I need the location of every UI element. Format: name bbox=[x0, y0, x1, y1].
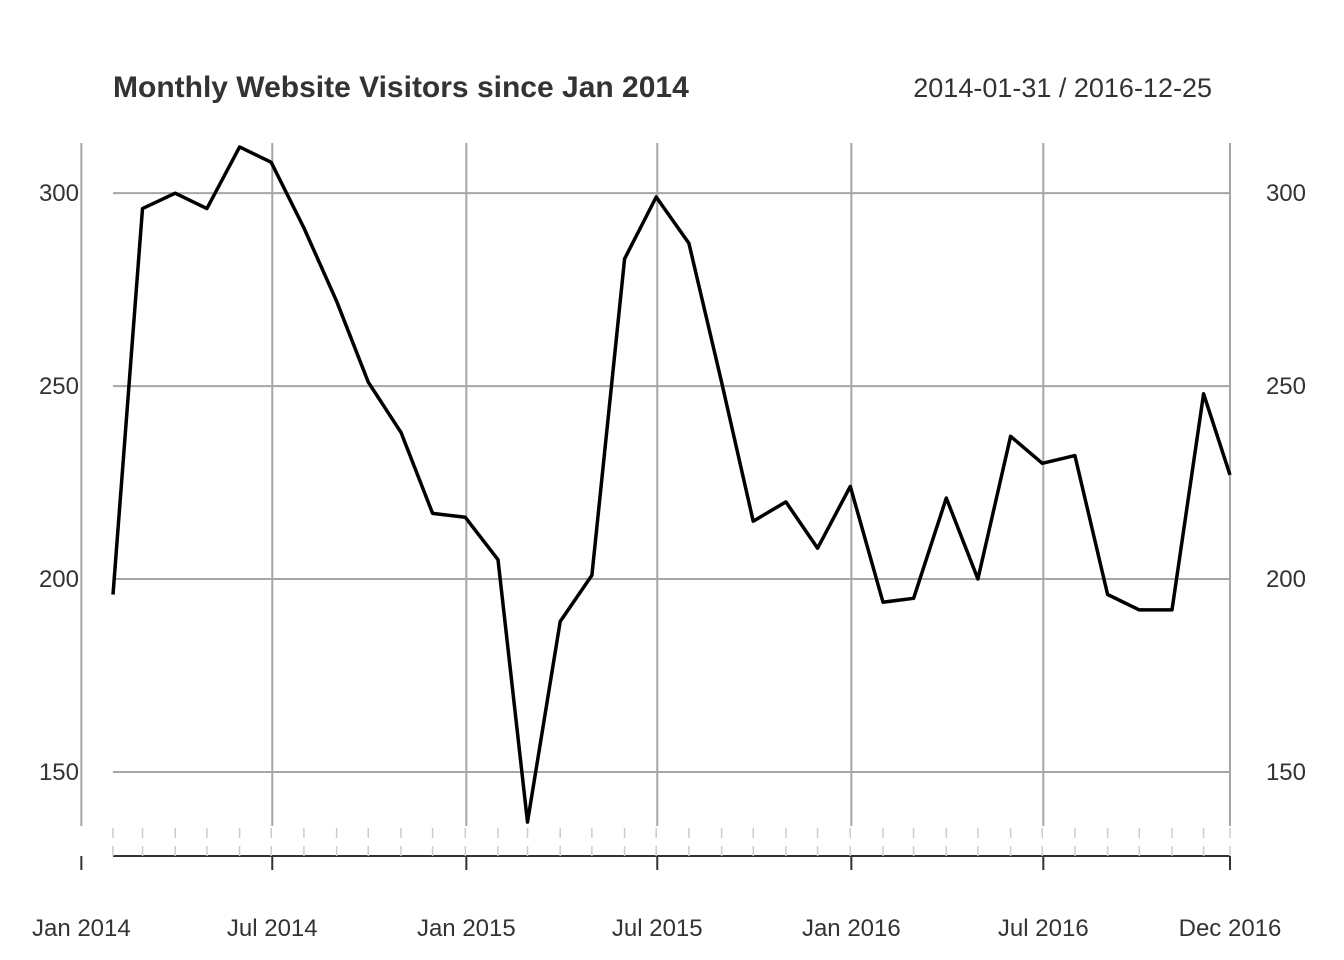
x-tick-label: Jul 2014 bbox=[227, 915, 318, 942]
data-point bbox=[784, 500, 788, 504]
data-point bbox=[881, 600, 885, 604]
x-tick-label: Jan 2015 bbox=[417, 915, 516, 942]
data-point bbox=[366, 380, 370, 384]
data-point bbox=[654, 195, 658, 199]
data-point bbox=[590, 573, 594, 577]
data-point bbox=[1106, 592, 1110, 596]
x-tick-label: Jan 2014 bbox=[32, 915, 131, 942]
series-line bbox=[111, 145, 1232, 824]
x-axis: Jan 2014 Jul 2014 Jan 2015 Jul 2015 Jan 2016… bbox=[32, 828, 1281, 942]
y-tick-label-right: 200 bbox=[1266, 566, 1306, 593]
y-tick-label-left: 300 bbox=[39, 180, 79, 207]
data-point bbox=[687, 241, 691, 245]
data-point bbox=[912, 596, 916, 600]
y-tick-label-right: 150 bbox=[1266, 759, 1306, 786]
x-tick-label: Jan 2016 bbox=[802, 915, 901, 942]
data-point bbox=[1228, 473, 1232, 477]
grid bbox=[80, 143, 1231, 826]
data-point bbox=[1009, 434, 1013, 438]
data-point bbox=[335, 299, 339, 303]
data-point bbox=[1202, 392, 1206, 396]
series-layer bbox=[111, 145, 1232, 824]
data-point bbox=[558, 619, 562, 623]
y-tick-label-left: 200 bbox=[39, 566, 79, 593]
data-point bbox=[848, 484, 852, 488]
x-tick-label: Jul 2015 bbox=[612, 915, 703, 942]
data-point bbox=[1040, 461, 1044, 465]
data-point bbox=[751, 519, 755, 523]
x-tick-label: Jul 2016 bbox=[998, 915, 1089, 942]
data-point bbox=[141, 207, 145, 211]
data-point bbox=[173, 191, 177, 195]
data-point bbox=[944, 496, 948, 500]
data-point bbox=[976, 577, 980, 581]
data-point bbox=[623, 257, 627, 261]
data-point bbox=[816, 546, 820, 550]
data-point bbox=[431, 511, 435, 515]
y-tick-label-right: 300 bbox=[1266, 180, 1306, 207]
data-point bbox=[526, 820, 530, 824]
y-axis-labels: 150 150 200 200 250 250 300 300 bbox=[39, 180, 1306, 786]
y-tick-label-left: 150 bbox=[39, 759, 79, 786]
data-point bbox=[1073, 454, 1077, 458]
data-point bbox=[269, 160, 273, 164]
data-point bbox=[399, 430, 403, 434]
data-point bbox=[720, 380, 724, 384]
data-point bbox=[205, 207, 209, 211]
data-point bbox=[1137, 608, 1141, 612]
data-point bbox=[238, 145, 242, 149]
data-point bbox=[302, 226, 306, 230]
y-tick-label-right: 250 bbox=[1266, 373, 1306, 400]
data-point bbox=[1170, 608, 1174, 612]
data-point bbox=[496, 558, 500, 562]
y-tick-label-left: 250 bbox=[39, 373, 79, 400]
data-point bbox=[111, 592, 115, 596]
x-tick-label: Dec 2016 bbox=[1179, 915, 1282, 942]
chart-title: Monthly Website Visitors since Jan 2014 bbox=[113, 71, 689, 104]
date-range-label: 2014-01-31 / 2016-12-25 bbox=[913, 73, 1212, 103]
data-point bbox=[463, 515, 467, 519]
